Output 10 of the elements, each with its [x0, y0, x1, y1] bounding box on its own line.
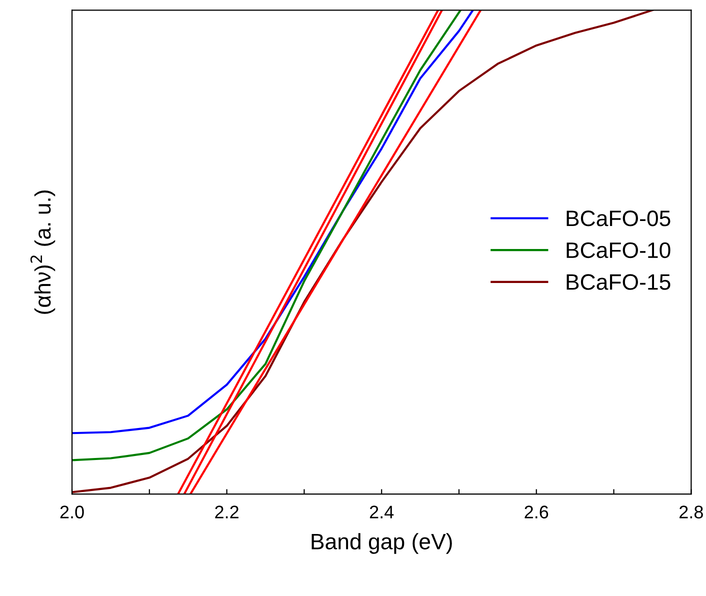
x-tick-label: 2.2 [215, 506, 238, 518]
x-tick-label: 2.4 [370, 506, 394, 518]
x-tick-label: 2.8 [680, 506, 703, 518]
x-tick-label: 2.0 [60, 506, 84, 518]
y-axis-title: (αhν)$^{2}$ (a. u.) [30, 190, 56, 314]
x-axis-title: Band gap (eV) [312, 533, 452, 554]
x-tick-label: 2.6 [524, 506, 548, 518]
legend-label: BCaFO-15 [566, 274, 670, 290]
legend-label: BCaFO-05 [566, 210, 670, 226]
legend-label: BCaFO-10 [566, 242, 670, 258]
